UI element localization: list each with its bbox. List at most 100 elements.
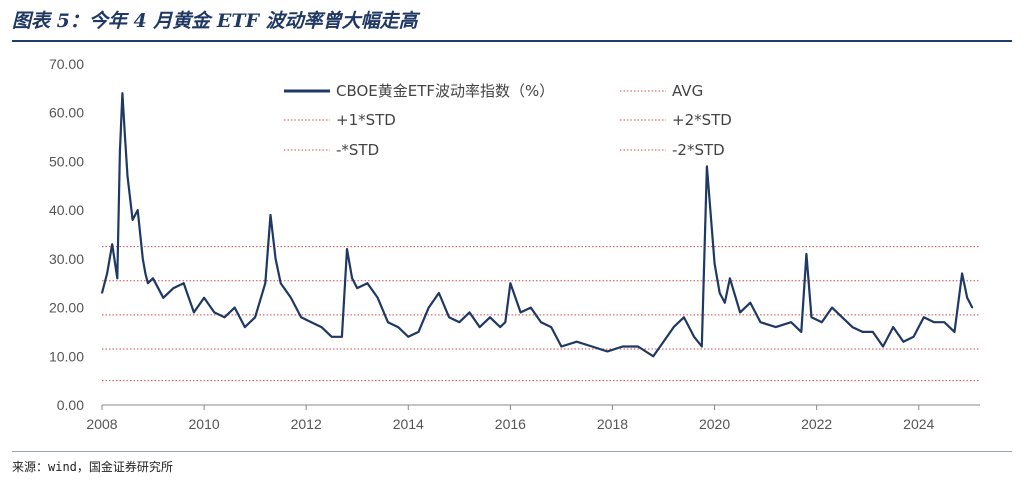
data-point xyxy=(662,340,665,343)
data-point xyxy=(841,316,843,319)
data-point xyxy=(300,316,302,319)
x-tick-label: 2022 xyxy=(801,416,832,432)
data-point xyxy=(851,326,854,328)
data-point xyxy=(718,292,721,294)
data-point xyxy=(346,248,348,250)
legend-label: AVG xyxy=(672,82,703,100)
data-point xyxy=(142,258,144,260)
x-tick-label: 2014 xyxy=(393,416,424,432)
data-point xyxy=(458,321,461,323)
x-tick-label: 2024 xyxy=(903,416,934,432)
data-point xyxy=(162,297,165,299)
data-point xyxy=(136,209,139,211)
legend-label: -2*STD xyxy=(672,141,725,159)
data-point xyxy=(499,326,501,328)
data-point xyxy=(591,345,593,348)
data-point xyxy=(254,316,256,319)
data-point xyxy=(550,326,553,328)
data-point xyxy=(341,336,343,338)
data-point xyxy=(427,306,430,309)
data-point xyxy=(438,292,440,294)
data-point xyxy=(351,277,353,280)
data-point xyxy=(672,326,675,328)
source-note: 来源：wind，国金证券研究所 xyxy=(12,460,173,474)
data-point xyxy=(749,301,752,304)
data-point xyxy=(637,345,639,348)
data-point xyxy=(923,316,925,319)
data-point xyxy=(478,326,481,328)
x-tick-label: 2020 xyxy=(699,416,730,432)
data-point xyxy=(529,306,532,309)
y-tick-label: 60.00 xyxy=(49,105,84,121)
x-tick-label: 2010 xyxy=(189,416,220,432)
data-point xyxy=(101,292,103,294)
data-point xyxy=(279,282,282,285)
data-point xyxy=(971,306,974,309)
data-point xyxy=(121,92,124,95)
data-point xyxy=(244,326,246,328)
data-point xyxy=(943,321,946,323)
legend-label: CBOE黄金ETF波动率指数（%） xyxy=(336,82,554,100)
data-point xyxy=(407,336,410,338)
data-point xyxy=(504,321,507,323)
data-point xyxy=(320,326,323,328)
data-point xyxy=(759,321,762,323)
legend-label: +1*STD xyxy=(336,111,396,129)
data-point xyxy=(223,316,226,319)
legend-label: -*STD xyxy=(336,141,379,159)
data-point xyxy=(269,214,272,216)
data-point xyxy=(147,282,149,285)
data-point xyxy=(933,321,935,323)
data-point xyxy=(119,150,121,153)
data-point xyxy=(310,321,313,323)
y-tick-label: 40.00 xyxy=(49,202,84,218)
data-point xyxy=(290,297,292,299)
legend-label: +2*STD xyxy=(672,111,732,129)
data-point xyxy=(953,331,956,333)
data-point xyxy=(800,331,803,333)
data-point xyxy=(652,355,655,358)
data-point xyxy=(706,165,708,168)
data-point xyxy=(820,321,823,323)
y-tick-label: 0.00 xyxy=(57,397,84,413)
data-point xyxy=(509,282,512,285)
data-point xyxy=(713,262,716,265)
data-point xyxy=(116,277,119,280)
data-point xyxy=(882,345,884,348)
data-point xyxy=(264,282,267,285)
chart-title: 图表 5：今年 4 月黄金 ETF 波动率曾大幅走高 xyxy=(12,10,418,32)
data-point xyxy=(366,282,369,285)
data-point xyxy=(111,243,114,246)
data-point xyxy=(861,331,864,333)
data-point xyxy=(397,326,399,328)
data-point xyxy=(468,311,471,314)
data-point xyxy=(966,297,969,299)
data-point xyxy=(274,258,277,260)
data-point xyxy=(729,277,731,280)
data-point xyxy=(961,272,963,275)
data-point xyxy=(700,345,703,348)
data-point xyxy=(387,321,389,323)
data-point xyxy=(213,311,216,314)
data-point xyxy=(172,287,175,289)
data-point xyxy=(182,282,185,285)
data-point xyxy=(621,345,624,348)
x-tick-label: 2008 xyxy=(86,416,117,432)
y-tick-label: 50.00 xyxy=(49,153,84,169)
x-tick-label: 2018 xyxy=(597,416,628,432)
data-point xyxy=(790,321,792,323)
data-point xyxy=(356,287,359,289)
data-point xyxy=(693,336,695,338)
data-point xyxy=(892,326,895,328)
data-point xyxy=(233,306,236,309)
series-layer xyxy=(100,92,974,358)
legend: CBOE黄金ETF波动率指数（%） AVG +1*STD +2*STD -*STD -2*… xyxy=(284,82,732,159)
data-point xyxy=(448,316,450,319)
y-tick-label: 30.00 xyxy=(49,251,84,267)
data-point xyxy=(540,321,542,323)
data-point xyxy=(417,331,420,333)
data-point xyxy=(330,336,333,338)
title-rule xyxy=(12,40,1012,42)
y-tick-label: 70.00 xyxy=(49,56,84,72)
